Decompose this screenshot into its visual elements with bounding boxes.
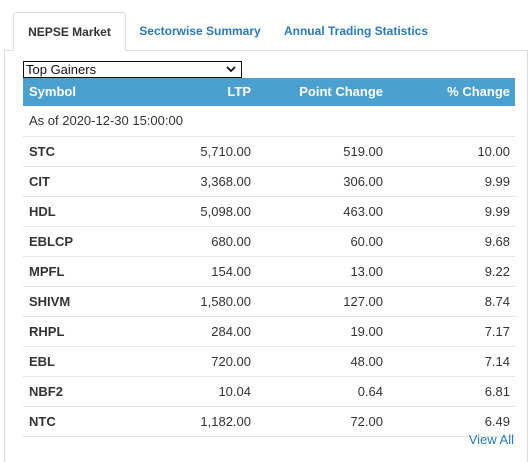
table-row: EBL 720.00 48.00 7.14 (23, 347, 515, 377)
panel-border-right (527, 50, 528, 462)
cell-ltp: 10.04 (218, 384, 251, 399)
cell-ltp: 680.00 (211, 234, 251, 249)
cell-pct-change: 9.99 (484, 174, 510, 189)
chevron-down-icon (226, 66, 236, 73)
cell-point-change: 463.00 (343, 204, 383, 219)
cell-pct-change: 9.22 (484, 264, 510, 279)
panel-border-left (4, 50, 5, 462)
cell-point-change: 72.00 (350, 414, 383, 429)
tabs-divider (4, 50, 528, 51)
cell-symbol: EBLCP (29, 234, 74, 249)
cell-symbol: EBL (29, 354, 55, 369)
cell-point-change: 13.00 (350, 264, 383, 279)
cell-pct-change: 7.14 (484, 354, 510, 369)
cell-ltp: 720.00 (211, 354, 251, 369)
cell-symbol: NTC (29, 414, 56, 429)
header-symbol: Symbol (29, 84, 76, 99)
top-gainers-table: Symbol LTP Point Change % Change As of 2… (23, 78, 515, 437)
table-row: EBLCP 680.00 60.00 9.68 (23, 227, 515, 257)
header-pct-change: % Change (447, 84, 510, 99)
cell-point-change: 0.64 (357, 384, 383, 399)
cell-pct-change: 9.99 (484, 204, 510, 219)
table-row: NBF2 10.04 0.64 6.81 (23, 377, 515, 407)
table-row: HDL 5,098.00 463.00 9.99 (23, 197, 515, 227)
cell-ltp: 1,580.00 (200, 294, 251, 309)
cell-pct-change: 8.74 (484, 294, 510, 309)
header-ltp: LTP (227, 84, 251, 99)
cell-symbol: RHPL (29, 324, 65, 339)
cell-point-change: 306.00 (343, 174, 383, 189)
header-point-change: Point Change (299, 84, 383, 99)
cell-symbol: STC (29, 144, 55, 159)
gainers-filter-select[interactable]: Top Gainers (23, 61, 242, 78)
cell-point-change: 48.00 (350, 354, 383, 369)
cell-ltp: 154.00 (211, 264, 251, 279)
table-row: MPFL 154.00 13.00 9.22 (23, 257, 515, 287)
table-row: NTC 1,182.00 72.00 6.49 (23, 407, 515, 437)
as-of-timestamp: As of 2020-12-30 15:00:00 (23, 106, 515, 137)
cell-pct-change: 10.00 (477, 144, 510, 159)
cell-symbol: CIT (29, 174, 50, 189)
filter-selected-value: Top Gainers (26, 62, 97, 77)
cell-ltp: 1,182.00 (200, 414, 251, 429)
cell-pct-change: 6.81 (484, 384, 510, 399)
table-row: STC 5,710.00 519.00 10.00 (23, 137, 515, 167)
table-row: SHIVM 1,580.00 127.00 8.74 (23, 287, 515, 317)
cell-symbol: MPFL (29, 264, 65, 279)
cell-pct-change: 7.17 (484, 324, 510, 339)
view-all-link[interactable]: View All (468, 432, 514, 447)
table-body: STC 5,710.00 519.00 10.00 CIT 3,368.00 306.00 9… (23, 137, 515, 437)
cell-ltp: 5,098.00 (200, 204, 251, 219)
tab-nepse-market[interactable]: NEPSE Market (13, 12, 126, 51)
cell-point-change: 19.00 (350, 324, 383, 339)
table-row: CIT 3,368.00 306.00 9.99 (23, 167, 515, 197)
tab-sectorwise-summary[interactable]: Sectorwise Summary (139, 24, 261, 38)
cell-point-change: 60.00 (350, 234, 383, 249)
cell-ltp: 5,710.00 (200, 144, 251, 159)
table-row: RHPL 284.00 19.00 7.17 (23, 317, 515, 347)
cell-pct-change: 6.49 (484, 414, 510, 429)
tab-annual-trading-statistics[interactable]: Annual Trading Statistics (283, 24, 429, 38)
cell-symbol: HDL (29, 204, 56, 219)
cell-point-change: 127.00 (343, 294, 383, 309)
cell-ltp: 284.00 (211, 324, 251, 339)
cell-symbol: NBF2 (29, 384, 63, 399)
cell-pct-change: 9.68 (484, 234, 510, 249)
cell-symbol: SHIVM (29, 294, 71, 309)
table-header: Symbol LTP Point Change % Change (23, 78, 515, 106)
cell-point-change: 519.00 (343, 144, 383, 159)
cell-ltp: 3,368.00 (200, 174, 251, 189)
